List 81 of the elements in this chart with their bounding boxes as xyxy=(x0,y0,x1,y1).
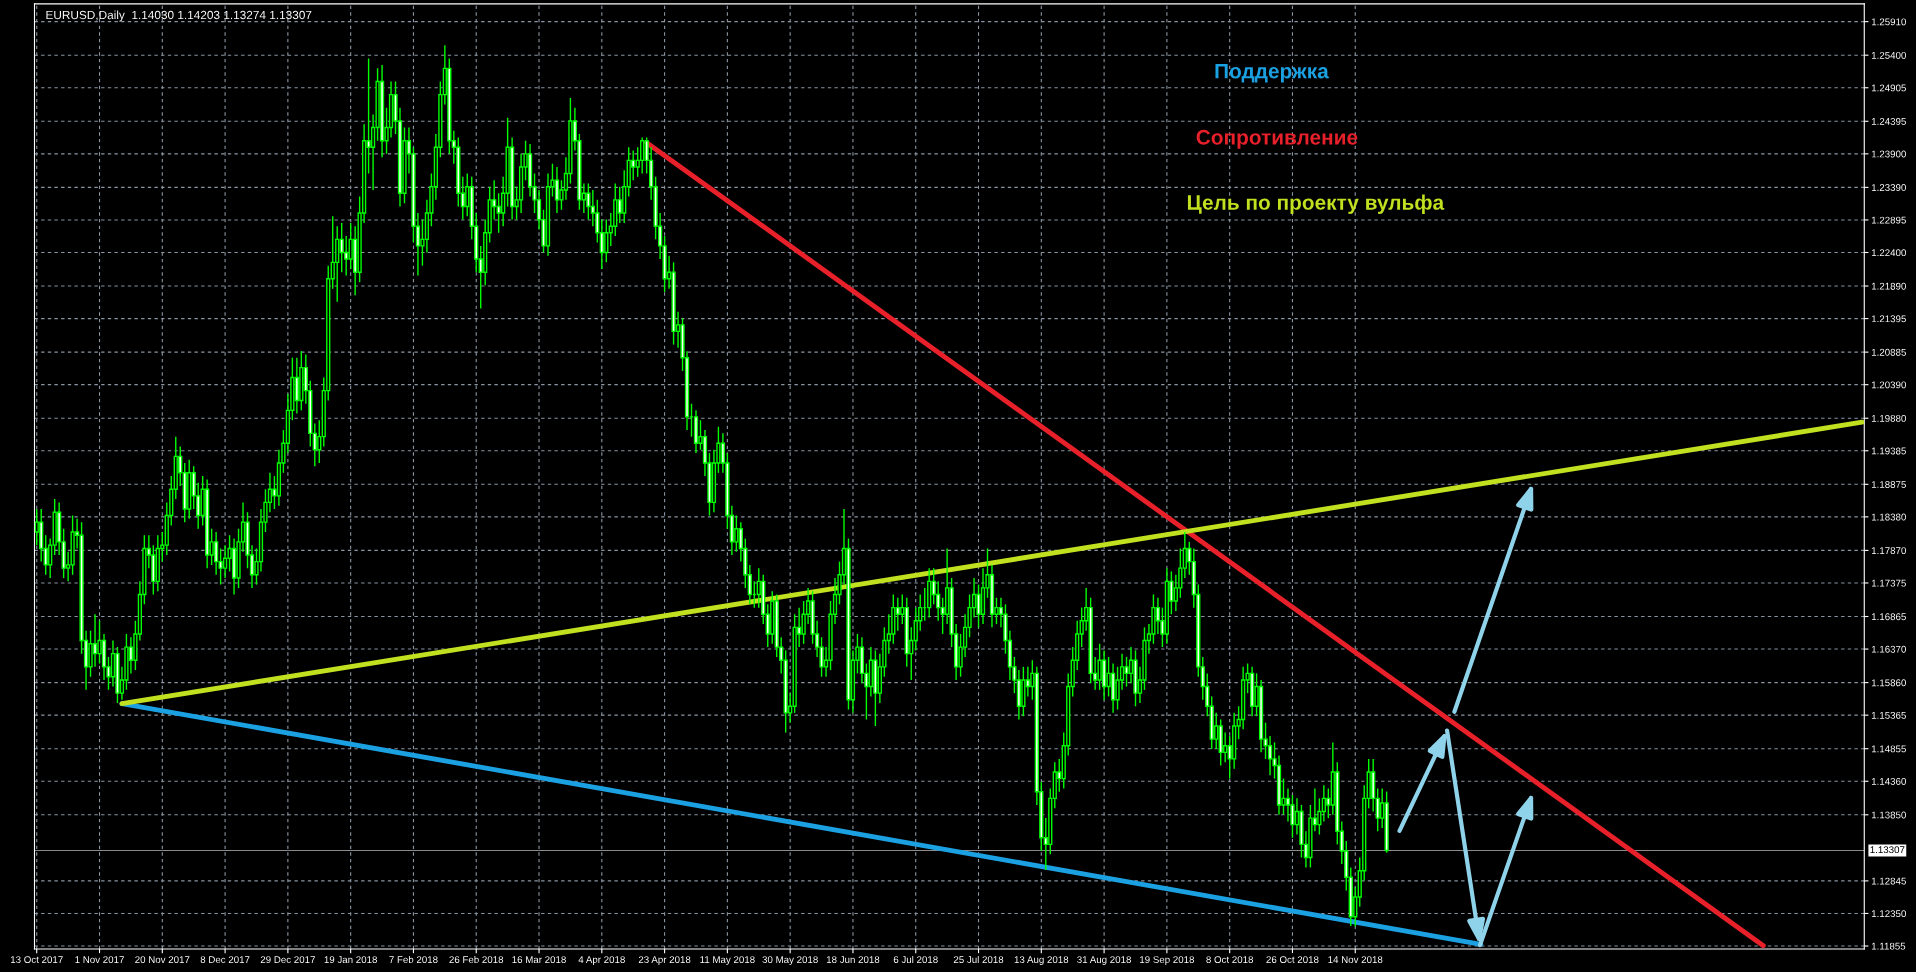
y-tick-label: 1.23390 xyxy=(1871,184,1906,191)
candlestick xyxy=(936,580,941,622)
x-tick-label: 13 Aug 2018 xyxy=(1014,956,1069,965)
candlestick xyxy=(1106,656,1111,698)
candlestick xyxy=(335,225,340,303)
candlestick xyxy=(34,508,39,546)
y-tick-label: 1.17375 xyxy=(1871,579,1906,587)
x-tick-label: 8 Dec 2017 xyxy=(200,956,250,964)
y-tick-label: 1.18875 xyxy=(1871,481,1906,488)
candlestick xyxy=(1267,735,1273,777)
x-tick-label: 16 Mar 2018 xyxy=(512,956,566,964)
y-tick-label: 1.12845 xyxy=(1871,877,1906,885)
y-tick-label: 1.24395 xyxy=(1871,118,1906,125)
x-tick-label: 4 Apr 2018 xyxy=(578,956,625,965)
candlestick xyxy=(339,222,344,273)
y-tick-label: 1.16370 xyxy=(1871,645,1906,653)
x-tick-label: 23 Apr 2018 xyxy=(638,956,691,965)
candlestick xyxy=(734,514,739,553)
candlestick xyxy=(913,606,918,652)
x-tick-label: 6 Jul 2018 xyxy=(893,955,938,964)
candlestick xyxy=(92,613,98,668)
candlestick xyxy=(1097,643,1102,691)
x-tick-label: 13 Oct 2017 xyxy=(10,956,63,964)
candlestick xyxy=(213,531,219,576)
x-tick-label: 26 Oct 2018 xyxy=(1266,956,1319,964)
y-tick-label: 1.19880 xyxy=(1871,414,1906,422)
y-tick-label: 1.14855 xyxy=(1871,745,1906,753)
y-tick-label: 1.20885 xyxy=(1871,348,1906,356)
y-tick-label: 1.18380 xyxy=(1871,513,1906,521)
y-tick-label: 1.24905 xyxy=(1871,84,1906,92)
x-tick-label: 19 Jan 2018 xyxy=(324,956,377,964)
y-tick-label: 1.21890 xyxy=(1871,282,1906,290)
candlestick xyxy=(222,544,228,579)
x-tick-label: 29 Dec 2017 xyxy=(260,956,315,964)
text: Сопротивление xyxy=(1196,129,1358,149)
y-tick-label: 1.15365 xyxy=(1871,711,1906,719)
candlestick xyxy=(1321,784,1326,823)
candlestick xyxy=(294,357,299,415)
y-tick-label: 1.15860 xyxy=(1871,679,1906,687)
candlestick xyxy=(640,136,645,175)
y-tick-label: 1.19385 xyxy=(1871,447,1906,455)
y-tick-label: 1.11855 xyxy=(1871,942,1906,950)
x-tick-label: 8 Oct 2018 xyxy=(1206,956,1254,964)
candlestick xyxy=(604,218,609,264)
text: EURUSD,Daily 1.14030 1.14203 1.13274 1.13307 xyxy=(46,10,312,22)
candlestick xyxy=(1285,787,1291,823)
y-tick-label: 1.23900 xyxy=(1871,150,1906,158)
y-tick-label: 1.14360 xyxy=(1871,777,1906,785)
x-tick-label: 14 Nov 2018 xyxy=(1328,956,1383,964)
x-tick-label: 18 Jun 2018 xyxy=(826,956,880,964)
candlestick xyxy=(1155,597,1161,635)
candlestick xyxy=(554,166,560,214)
y-tick-label: 1.13850 xyxy=(1871,811,1906,819)
y-tick-label: 1.22400 xyxy=(1871,249,1906,257)
x-tick-label: 20 Nov 2017 xyxy=(135,956,190,964)
x-tick-label: 11 May 2018 xyxy=(700,956,755,965)
x-tick-label: 1 Nov 2017 xyxy=(75,956,124,964)
y-tick-label: 1.25400 xyxy=(1871,51,1906,59)
x-tick-label: 25 Jul 2018 xyxy=(953,955,1004,964)
x-tick-label: 26 Feb 2018 xyxy=(449,955,504,964)
candlestick xyxy=(895,597,900,632)
y-tick-label: 1.17870 xyxy=(1871,547,1906,555)
x-tick-label: 19 Sep 2018 xyxy=(1140,956,1195,965)
candlestick xyxy=(586,182,591,221)
y-tick-label: 1.25910 xyxy=(1871,18,1906,26)
ref-line-label: 1.13307 xyxy=(1870,846,1905,854)
candlestick xyxy=(496,192,501,234)
candlestick xyxy=(1124,656,1129,688)
y-tick-label: 1.21395 xyxy=(1871,315,1906,323)
candlestick xyxy=(344,235,349,277)
text: Цель по проекту вульфа xyxy=(1187,194,1445,214)
y-tick-label: 1.16865 xyxy=(1871,613,1906,621)
y-tick-label: 1.12350 xyxy=(1871,910,1906,918)
y-tick-label: 1.22895 xyxy=(1871,216,1906,224)
x-tick-label: 31 Aug 2018 xyxy=(1077,956,1131,965)
candlestick xyxy=(348,222,353,270)
candlestick xyxy=(617,186,622,224)
x-tick-label: 30 May 2018 xyxy=(762,956,818,965)
text: Поддержка xyxy=(1215,63,1329,83)
x-tick-label: 7 Feb 2018 xyxy=(389,955,438,964)
y-tick-label: 1.20390 xyxy=(1871,381,1906,389)
